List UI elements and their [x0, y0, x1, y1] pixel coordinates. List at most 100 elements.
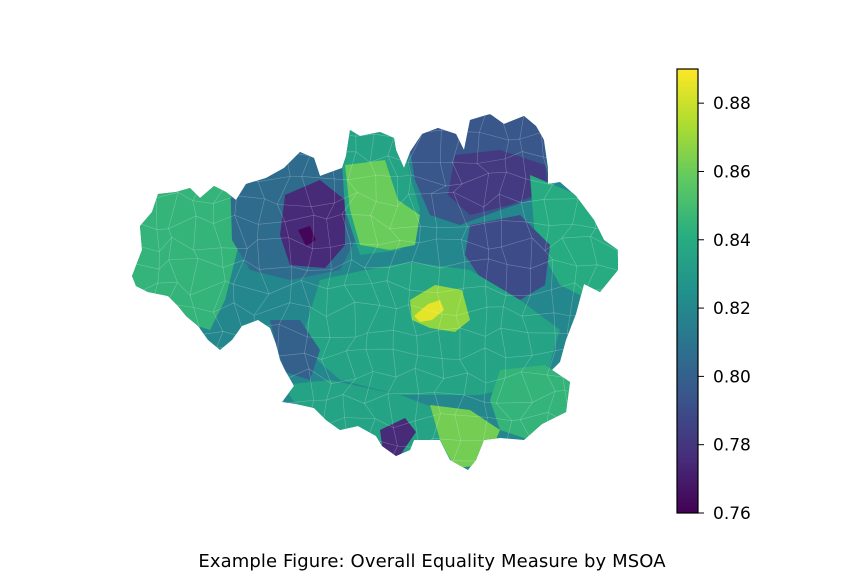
msoa-boundary: [132, 423, 136, 437]
msoa-boundary: [233, 283, 270, 295]
msoa-boundary: [199, 413, 215, 419]
msoa-boundary: [387, 155, 398, 177]
msoa-boundary: [234, 215, 248, 249]
msoa-boundary: [168, 257, 199, 261]
msoa-boundary: [590, 159, 596, 173]
msoa-boundary: [194, 398, 219, 401]
msoa-boundary: [616, 270, 618, 287]
msoa-boundary: [301, 280, 328, 290]
msoa-boundary: [462, 172, 489, 185]
msoa-boundary: [304, 353, 322, 360]
msoa-boundary: [326, 202, 335, 220]
msoa-boundary: [397, 174, 412, 178]
msoa-boundary: [276, 204, 286, 222]
msoa-boundary: [234, 346, 238, 369]
msoa-boundary: [365, 114, 375, 135]
msoa-boundary: [561, 237, 577, 267]
msoa-boundary: [585, 334, 594, 352]
msoa-boundary: [479, 131, 509, 141]
msoa-boundary: [217, 128, 223, 153]
msoa-boundary: [259, 266, 292, 270]
msoa-boundary: [453, 183, 463, 193]
msoa-boundary: [259, 269, 270, 295]
region-south: [282, 380, 470, 460]
msoa-boundary: [264, 198, 278, 205]
msoa-boundary: [277, 435, 300, 443]
msoa-boundary: [225, 176, 245, 186]
msoa-boundary: [236, 368, 266, 377]
msoa-boundary: [439, 162, 447, 186]
msoa-boundary: [562, 377, 566, 391]
msoa-boundary: [321, 437, 348, 445]
msoa-boundary: [430, 193, 438, 228]
msoa-boundary: [590, 236, 618, 251]
msoa-boundary: [531, 237, 546, 251]
msoa-boundary: [156, 192, 179, 199]
msoa-boundary: [265, 376, 269, 406]
msoa-boundary: [414, 355, 419, 369]
msoa-boundary: [132, 458, 159, 467]
msoa-boundary: [124, 157, 130, 184]
msoa-boundary: [330, 133, 335, 152]
msoa-boundary: [202, 183, 226, 186]
msoa-boundary: [276, 176, 291, 205]
msoa-boundary: [357, 192, 377, 202]
msoa-boundary: [238, 114, 244, 131]
msoa-boundary: [483, 382, 487, 403]
msoa-boundary: [346, 336, 357, 352]
msoa-boundary: [261, 414, 265, 435]
msoa-boundary: [354, 301, 380, 306]
msoa-boundary: [431, 460, 454, 463]
msoa-boundary: [431, 438, 434, 463]
msoa-boundary: [595, 148, 615, 160]
msoa-boundary: [432, 413, 441, 439]
msoa-boundary: [436, 226, 468, 228]
msoa-boundary: [155, 326, 180, 330]
msoa-boundary: [243, 248, 248, 261]
msoa-boundary: [307, 269, 332, 271]
msoa-boundary: [347, 444, 352, 470]
msoa-boundary: [327, 269, 332, 290]
msoa-boundary: [519, 114, 526, 140]
msoa-boundary: [168, 192, 179, 229]
msoa-boundary: [574, 265, 578, 283]
msoa-boundary: [386, 280, 397, 309]
msoa-boundary: [369, 162, 377, 176]
msoa-boundary: [562, 448, 575, 464]
msoa-boundary: [375, 418, 394, 429]
msoa-boundary: [545, 449, 554, 470]
msoa-boundary: [307, 423, 323, 427]
msoa-boundary: [378, 467, 387, 470]
msoa-boundary: [436, 227, 438, 240]
msoa-boundary: [504, 139, 510, 159]
region-north-west-core: [280, 180, 345, 268]
msoa-boundary: [159, 237, 172, 252]
msoa-boundary: [342, 213, 371, 216]
msoa-boundary: [467, 222, 485, 228]
colorbar: 0.76 0.78 0.80 0.82 0.84 0.86 0.88: [676, 68, 751, 524]
msoa-boundary: [166, 303, 181, 327]
msoa-boundary: [178, 370, 202, 380]
msoa-boundary: [389, 225, 421, 230]
msoa-boundary: [355, 151, 371, 163]
msoa-boundary: [132, 180, 147, 186]
msoa-boundary: [135, 411, 157, 424]
msoa-boundary: [508, 138, 520, 141]
msoa-boundary: [156, 229, 160, 252]
msoa-boundary: [132, 308, 134, 329]
msoa-boundary: [281, 134, 287, 152]
msoa-boundary: [347, 179, 358, 193]
msoa-boundary: [146, 161, 181, 164]
msoa-boundary: [261, 351, 278, 357]
msoa-boundary: [236, 433, 262, 446]
msoa-boundary: [129, 436, 131, 466]
msoa-boundary: [530, 259, 553, 269]
msoa-boundary: [551, 282, 575, 290]
msoa-boundary: [307, 114, 310, 130]
msoa-boundary: [393, 329, 417, 337]
msoa-boundary: [590, 236, 598, 265]
msoa-boundary: [132, 114, 149, 120]
msoa-boundary: [198, 128, 219, 142]
msoa-boundary: [171, 114, 178, 132]
msoa-boundary: [258, 221, 285, 225]
